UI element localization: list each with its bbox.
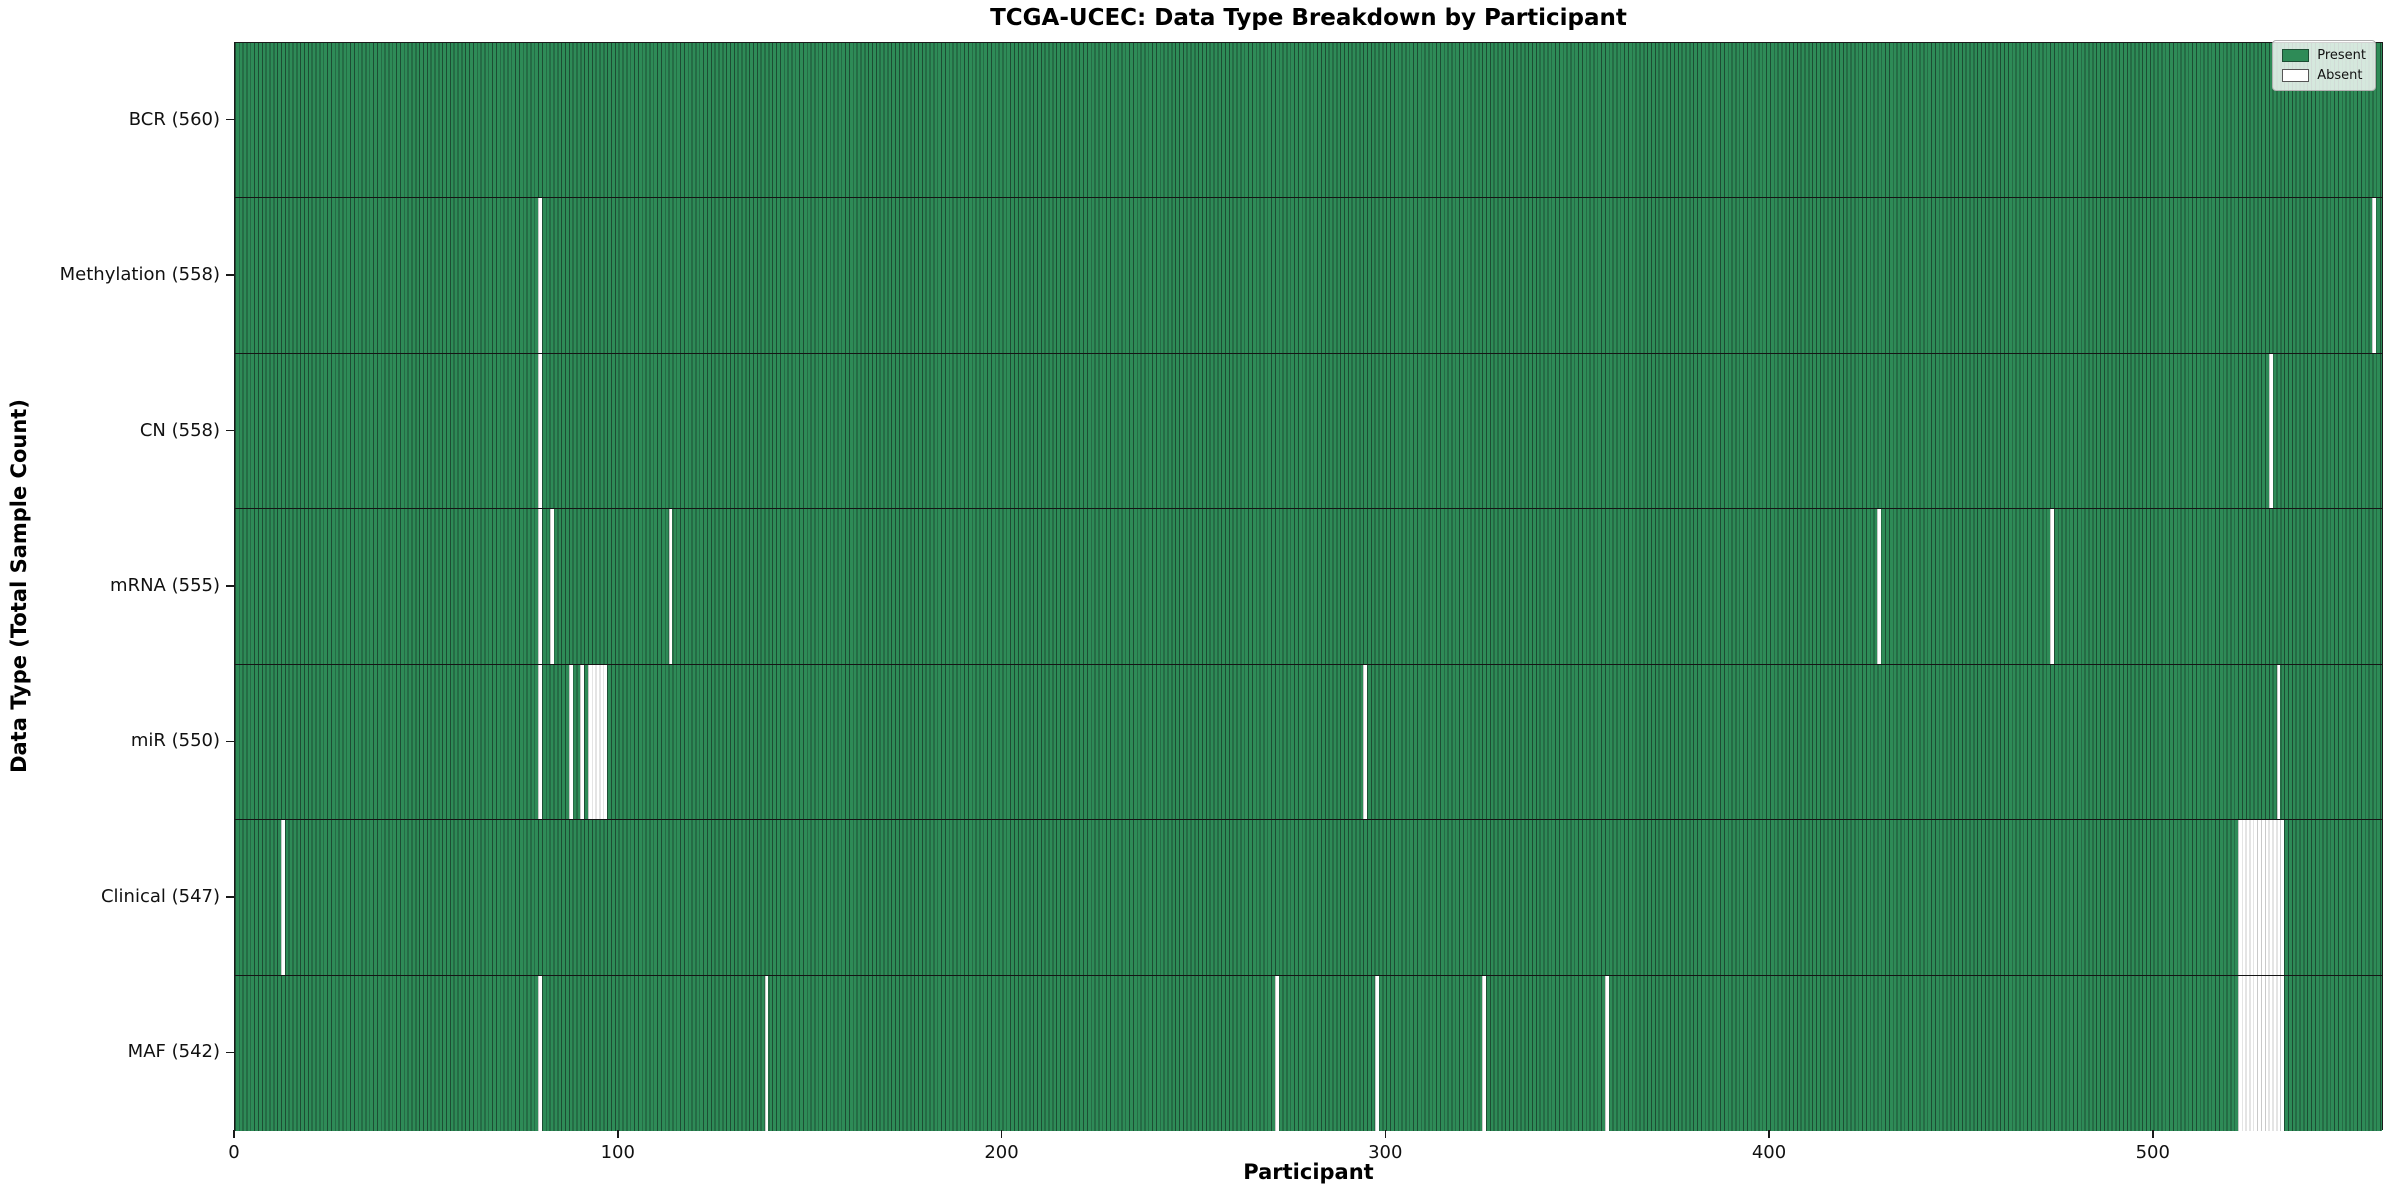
absent-gap <box>538 353 542 509</box>
absent-gap <box>1363 664 1368 820</box>
absent-gap <box>538 975 542 1131</box>
y-tick-mark <box>226 585 234 587</box>
legend-item-absent: Absent <box>2282 68 2366 83</box>
legend-swatch-absent-icon <box>2282 69 2310 82</box>
x-tick-mark <box>617 1130 619 1138</box>
legend-item-present: Present <box>2282 48 2366 63</box>
absent-gap <box>2050 509 2054 664</box>
absent-gap <box>2238 820 2285 975</box>
absent-gap <box>538 198 542 353</box>
y-tick-mark <box>226 740 234 743</box>
x-tick-label: 100 <box>600 1142 635 1163</box>
x-axis-label: Participant <box>1243 1160 1374 1184</box>
y-tick-label: miR (550) <box>130 730 220 752</box>
row-maf <box>235 975 2382 1131</box>
y-tick-label: Clinical (547) <box>100 885 220 907</box>
absent-gap <box>1604 975 1609 1131</box>
absent-gap <box>538 509 542 664</box>
row-clinical <box>235 820 2382 976</box>
absent-gap <box>764 975 769 1131</box>
y-tick-label: Methylation (558) <box>59 264 220 286</box>
absent-gap <box>2372 198 2377 353</box>
absent-gap <box>588 664 608 820</box>
y-tick-label: CN (558) <box>139 419 220 441</box>
legend: Present Absent <box>2272 40 2376 91</box>
absent-gap <box>668 509 673 664</box>
absent-gap <box>1374 975 1379 1131</box>
x-tick-label: 200 <box>984 1142 1019 1163</box>
y-tick-label: BCR (560) <box>128 108 220 130</box>
y-tick-mark <box>226 429 234 432</box>
row-mrna <box>235 509 2382 665</box>
absent-gap <box>538 664 542 820</box>
absent-gap <box>2268 353 2273 509</box>
absent-gap <box>549 509 554 664</box>
x-tick-label: 400 <box>1751 1142 1787 1163</box>
absent-gap <box>1274 975 1279 1131</box>
absent-gap <box>2238 975 2285 1131</box>
legend-swatch-present-icon <box>2282 49 2310 62</box>
x-tick-mark <box>2152 1130 2154 1138</box>
y-tick-mark <box>226 118 234 121</box>
y-tick-label: MAF (542) <box>127 1041 220 1063</box>
x-tick-label: 0 <box>228 1142 240 1163</box>
x-tick-mark <box>1000 1130 1003 1138</box>
y-tick-mark <box>226 1051 234 1054</box>
row-methylation <box>235 198 2382 354</box>
legend-label-present: Present <box>2317 48 2366 63</box>
x-tick-label: 300 <box>1368 1142 1403 1163</box>
absent-gap <box>2276 664 2281 820</box>
x-tick-mark <box>1768 1130 1770 1138</box>
x-tick-mark <box>1384 1130 1386 1138</box>
row-bcr <box>235 43 2382 199</box>
absent-gap <box>568 664 573 820</box>
absent-gap <box>580 664 585 820</box>
y-tick-mark <box>226 896 234 898</box>
chart-title: TCGA-UCEC: Data Type Breakdown by Partic… <box>990 5 1627 31</box>
absent-gap <box>1877 509 1882 664</box>
plot-area: Present Absent <box>234 40 2383 1131</box>
row-mir <box>235 664 2382 821</box>
y-tick-mark <box>226 274 234 276</box>
absent-gap <box>1482 975 1487 1131</box>
x-tick-mark <box>233 1130 235 1138</box>
absent-gap <box>281 820 285 975</box>
row-cn <box>235 353 2382 510</box>
y-tick-label: mRNA (555) <box>110 575 220 596</box>
x-tick-label: 500 <box>2135 1142 2170 1163</box>
legend-label-absent: Absent <box>2317 68 2363 83</box>
